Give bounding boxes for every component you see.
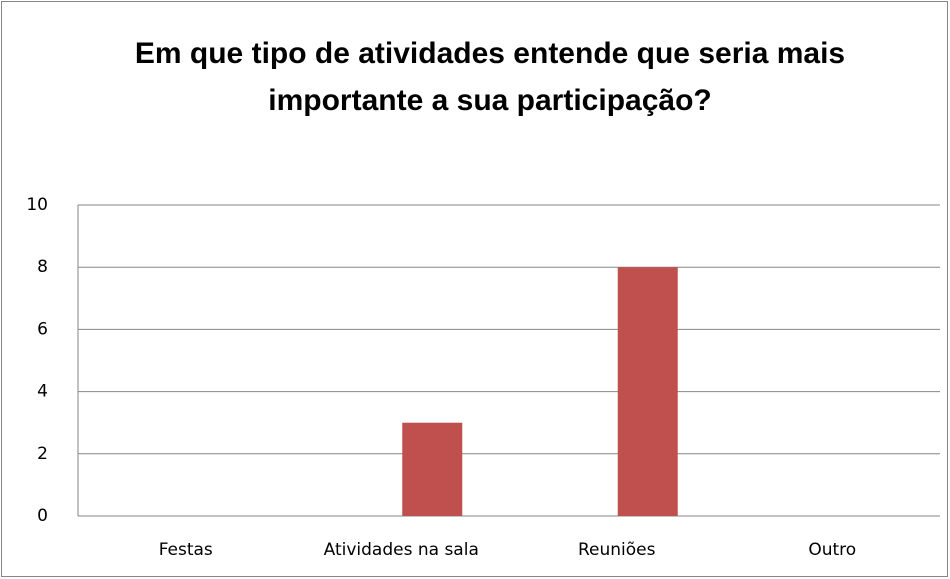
bar	[402, 422, 463, 516]
x-tick-label: Festas	[159, 540, 213, 560]
chart-title: Em que tipo de atividades entende que se…	[134, 37, 846, 117]
y-tick-label: 6	[37, 319, 48, 339]
y-tick-label: 4	[37, 382, 48, 402]
x-tick-label: Atividades na sala	[324, 540, 479, 560]
y-tick-label: 10	[26, 195, 48, 215]
x-tick-label: Reuniões	[578, 540, 656, 560]
y-tick-label: 8	[37, 257, 48, 277]
x-tick-label: Outro	[808, 540, 856, 560]
y-tick-label: 0	[37, 506, 48, 526]
y-tick-label: 2	[37, 444, 48, 464]
bar	[617, 267, 678, 516]
